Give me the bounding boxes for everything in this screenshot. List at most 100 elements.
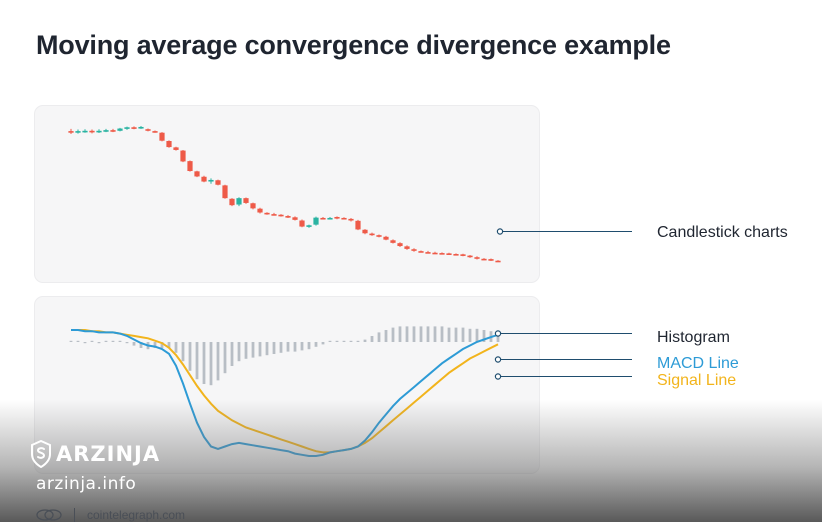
candle-body xyxy=(320,217,326,220)
callout-label-candlestick: Candlestick charts xyxy=(657,224,788,241)
callout-macd: MACD Line xyxy=(494,355,739,372)
candle-body xyxy=(243,198,249,203)
candle xyxy=(117,127,123,132)
candle-body xyxy=(187,161,193,172)
candle xyxy=(320,216,326,220)
histogram-bar xyxy=(209,342,213,386)
histogram-bar xyxy=(468,328,472,342)
candle xyxy=(131,126,137,130)
candle xyxy=(124,126,130,130)
histogram-bar xyxy=(167,342,171,348)
candle xyxy=(397,242,403,247)
candle xyxy=(418,250,424,253)
candle-body xyxy=(439,253,445,255)
candle xyxy=(194,170,200,178)
histogram-bar xyxy=(160,342,164,348)
legend-label-signal: Signal Line xyxy=(657,372,736,389)
chart-title: Moving average convergence divergence ex… xyxy=(36,30,671,60)
candle xyxy=(264,212,270,215)
histogram-bar xyxy=(433,326,437,342)
histogram-bar xyxy=(384,330,388,342)
candle-body xyxy=(110,130,116,132)
candle-body xyxy=(145,129,151,131)
histogram-bar xyxy=(272,342,276,354)
callout-candlestick: Candlestick charts xyxy=(496,224,788,241)
candle xyxy=(348,217,354,222)
candle xyxy=(159,132,165,142)
histogram-bar xyxy=(335,340,339,342)
histogram-bar xyxy=(83,342,87,344)
candle-body xyxy=(481,258,487,261)
candle-body xyxy=(82,130,88,133)
histogram-bar xyxy=(440,326,444,342)
candle xyxy=(208,178,214,184)
candle-body xyxy=(313,217,319,225)
candle-body xyxy=(446,253,452,255)
histogram-bar xyxy=(307,342,311,350)
source-text: cointelegraph.com xyxy=(87,508,186,522)
candle xyxy=(341,217,347,220)
candle-body xyxy=(383,236,389,240)
candle-body xyxy=(369,233,375,236)
histogram-bar xyxy=(419,326,423,342)
candle xyxy=(173,146,179,151)
candle xyxy=(376,234,382,238)
histogram-bar xyxy=(139,342,143,348)
candle-body xyxy=(467,255,473,258)
histogram-bar xyxy=(216,342,220,381)
candle-body xyxy=(180,150,186,162)
candle xyxy=(152,130,158,133)
candle-body xyxy=(229,198,235,206)
candle-body xyxy=(89,130,95,133)
histogram-bar xyxy=(132,342,136,346)
candle-body xyxy=(215,180,221,185)
histogram-bar xyxy=(188,342,192,371)
candle xyxy=(362,229,368,235)
histogram-bar xyxy=(391,327,395,342)
candle-body xyxy=(285,216,291,218)
callout-dot-histogram xyxy=(494,330,502,337)
candle xyxy=(222,184,228,199)
candle-body xyxy=(306,225,312,227)
candle-body xyxy=(460,254,466,256)
candle xyxy=(96,129,102,134)
candle-body xyxy=(208,179,214,182)
candle xyxy=(285,215,291,218)
candle-body xyxy=(397,243,403,247)
arzinja-shield-icon xyxy=(31,440,51,468)
candle xyxy=(243,197,249,204)
histogram-bar xyxy=(125,342,129,344)
candle xyxy=(327,216,333,220)
candle xyxy=(474,256,480,260)
candle xyxy=(383,235,389,241)
histogram-bar xyxy=(153,342,157,348)
histogram-bar xyxy=(398,326,402,342)
candle-body xyxy=(250,203,256,209)
candle-body xyxy=(474,257,480,259)
watermark-url: arzinja.info xyxy=(36,474,137,494)
candle xyxy=(467,254,473,258)
candle-body xyxy=(362,229,368,234)
histogram-bar xyxy=(251,342,255,358)
candle xyxy=(110,128,116,133)
candle xyxy=(432,251,438,255)
watermark-brand: ARZINJA xyxy=(56,442,161,466)
candle xyxy=(292,216,298,221)
histogram-bar xyxy=(370,336,374,342)
source-credit: cointelegraph.com xyxy=(36,508,185,522)
candle-body xyxy=(138,126,144,129)
candle xyxy=(425,250,431,254)
histogram-bar xyxy=(181,342,185,362)
candle xyxy=(306,224,312,228)
candle-body xyxy=(117,128,123,131)
histogram-bar xyxy=(69,340,73,342)
candle-body xyxy=(103,130,109,132)
candle xyxy=(439,252,445,255)
histogram-bar xyxy=(454,327,458,342)
candle xyxy=(180,149,186,163)
candle xyxy=(166,140,172,148)
histogram-bar xyxy=(286,342,290,352)
callout-dot-signal xyxy=(494,373,502,380)
histogram-bar xyxy=(237,342,241,362)
candle xyxy=(103,128,109,133)
